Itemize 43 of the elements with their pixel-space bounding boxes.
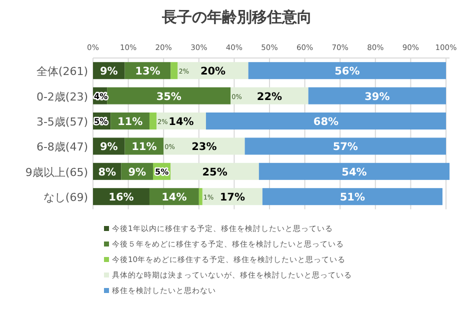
bar [170, 62, 178, 80]
y-tick-label: 9歳以上(65) [25, 166, 88, 179]
text: 13% [135, 66, 160, 78]
text: 68% [313, 116, 339, 128]
text: 57% [332, 141, 358, 154]
text: 22% [256, 90, 282, 103]
text: 5% [94, 117, 108, 126]
text: 11% [132, 141, 157, 154]
y-tick-label: 0-2歳(23) [36, 90, 88, 104]
y-tick-label: 6-8歳(47) [36, 140, 88, 154]
text: 35% [156, 90, 182, 103]
bar [308, 87, 446, 104]
bar [149, 112, 157, 130]
bar [164, 138, 245, 155]
text: 56% [334, 66, 360, 78]
text: 14% [168, 116, 194, 128]
text: 20% [200, 66, 226, 78]
bar [206, 112, 446, 130]
text: 11% [117, 116, 143, 128]
text: 51% [340, 192, 366, 204]
bar [258, 162, 450, 180]
y-tick-label: なし(69) [43, 191, 88, 204]
text: 9% [128, 166, 146, 178]
bar [107, 87, 231, 104]
text: 17% [220, 192, 246, 204]
text: 14% [162, 192, 187, 204]
bar [248, 62, 446, 80]
text: 5% [155, 167, 169, 176]
bar [244, 138, 446, 155]
y-tick-label: 全体(261) [36, 65, 88, 78]
text: 9% [100, 66, 118, 78]
text: 54% [342, 166, 367, 178]
text: 8% [98, 166, 116, 178]
bar [262, 188, 442, 206]
text: 39% [364, 90, 390, 103]
bar [170, 162, 259, 180]
y-tick-label: 3-5歳(57) [36, 116, 88, 128]
bar [198, 188, 202, 206]
text: 23% [192, 141, 217, 154]
text: 16% [108, 192, 134, 204]
text: 25% [202, 166, 228, 178]
text: 9% [100, 141, 118, 154]
title: 長子の年齢別移住意向 [162, 8, 312, 26]
